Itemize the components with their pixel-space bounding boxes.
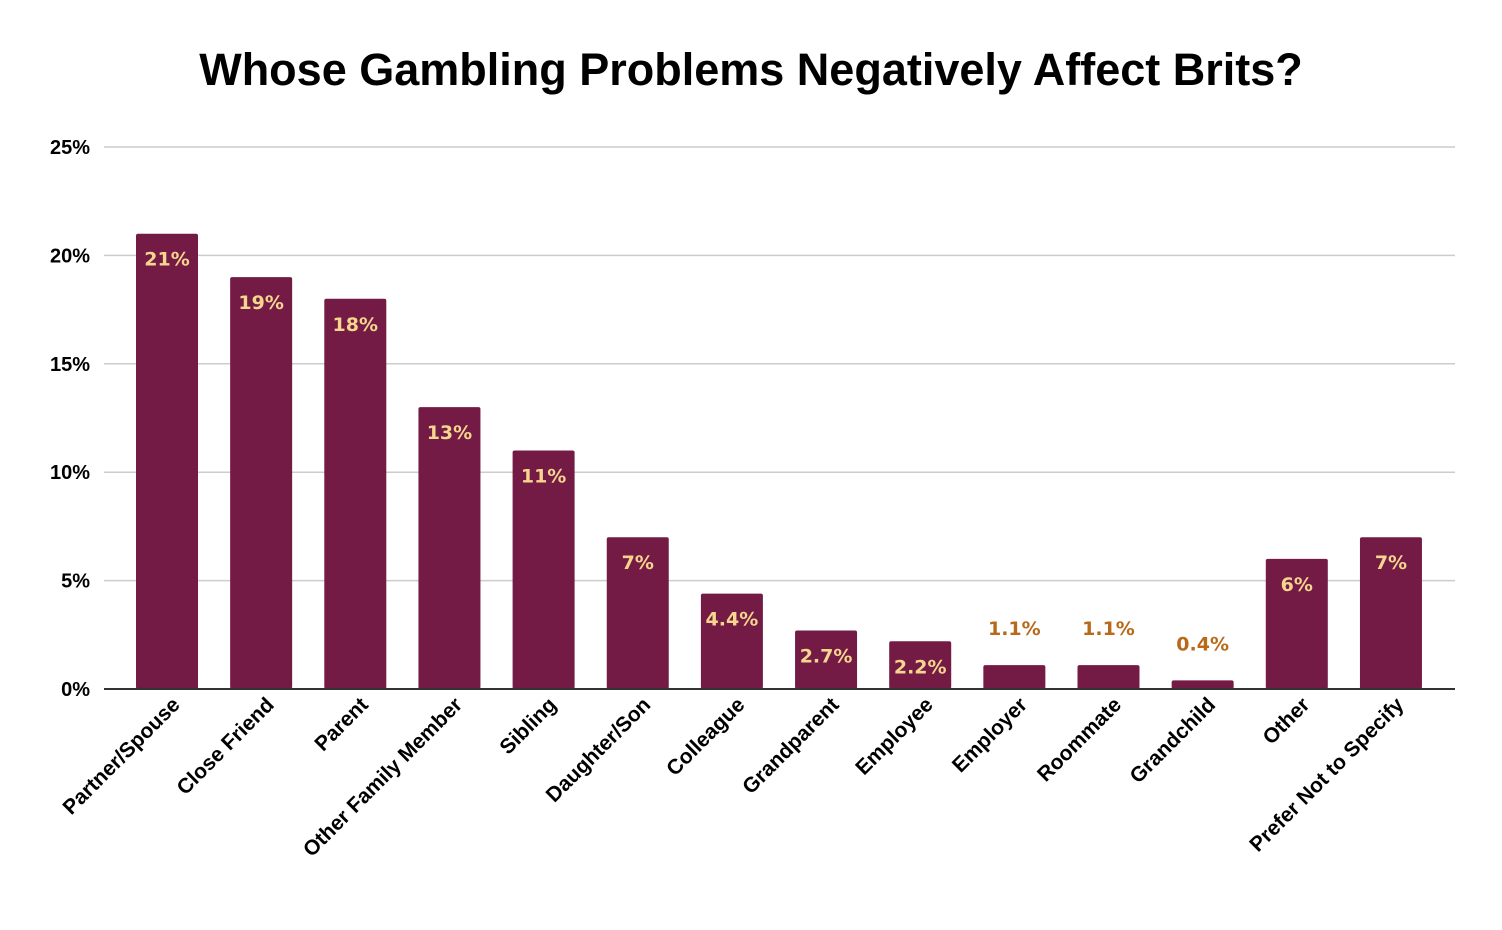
bar (230, 277, 293, 689)
chart-title: Whose Gambling Problems Negatively Affec… (199, 44, 1303, 95)
bar (324, 298, 387, 689)
data-label: 6% (1281, 574, 1313, 596)
data-label: 11% (521, 466, 566, 488)
bar (700, 593, 763, 689)
bar (795, 630, 858, 689)
bar (136, 233, 198, 689)
x-category-label: Close Friend (172, 693, 278, 799)
data-label: 0.4% (1176, 633, 1229, 655)
y-tick-label: 0% (61, 679, 90, 701)
x-category-label: Other Family Member (299, 693, 467, 861)
y-tick-label: 5% (61, 571, 90, 593)
data-labels: 21% 19% 18% 13% 11% 7% 4.4% 2.7% 2.2% 1.1% 1.1% 0.4… (144, 249, 1407, 679)
x-category-label: Colleague (662, 693, 749, 780)
y-tick-label: 15% (50, 354, 90, 376)
x-category-label: Sibling (495, 693, 561, 759)
bar (889, 641, 952, 689)
data-label: 13% (427, 422, 472, 444)
bar (1359, 537, 1422, 689)
gridlines (104, 146, 1455, 582)
data-label: 18% (333, 314, 378, 336)
bar (1265, 558, 1328, 689)
bar (1077, 665, 1140, 689)
x-category-label: Grandparent (738, 693, 843, 798)
y-tick-label: 25% (50, 137, 90, 159)
data-label: 7% (622, 552, 654, 574)
y-axis-ticks: 0% 5% 10% 15% 20% 25% (50, 137, 90, 701)
x-category-label: Other (1258, 693, 1314, 749)
data-label: 2.2% (894, 656, 947, 678)
bar (418, 407, 481, 689)
bar (1171, 680, 1234, 689)
x-category-label: Partner/Spouse (59, 693, 185, 819)
y-tick-label: 10% (50, 462, 90, 484)
bar (606, 537, 669, 689)
data-label: 4.4% (706, 609, 759, 631)
data-label: 1.1% (1082, 618, 1135, 640)
data-label: 21% (144, 249, 189, 271)
x-category-label: Prefer Not to Specify (1245, 693, 1408, 856)
data-label: 7% (1375, 552, 1407, 574)
data-label: 1.1% (988, 618, 1041, 640)
y-tick-label: 20% (50, 245, 90, 267)
bar (512, 450, 575, 689)
data-label: 19% (238, 292, 283, 314)
x-category-label: Roommate (1033, 693, 1126, 786)
bar (983, 665, 1046, 689)
x-category-label: Employee (851, 693, 937, 779)
x-category-label: Grandchild (1126, 693, 1221, 788)
x-category-label: Parent (310, 693, 372, 755)
x-category-label: Employer (948, 693, 1032, 777)
data-label: 2.7% (800, 645, 853, 667)
bars (136, 233, 1422, 689)
